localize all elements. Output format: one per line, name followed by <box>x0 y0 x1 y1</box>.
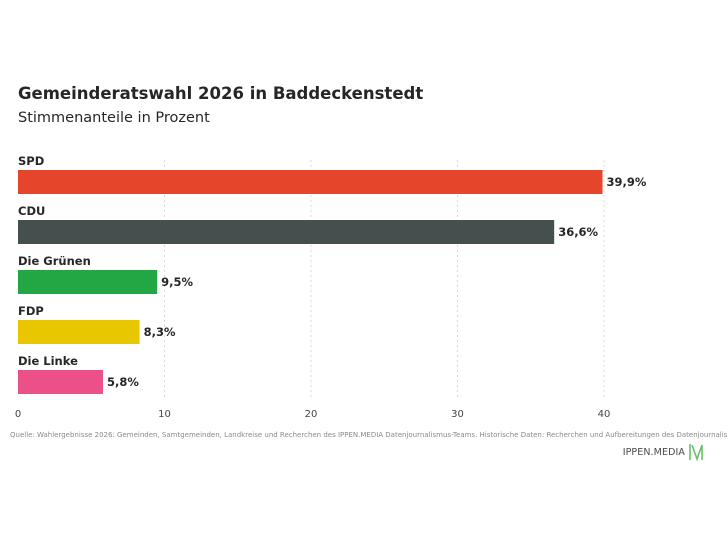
bar-chart: 0 10 20 30 40 SPD 39,9% CDU 36,6% Die Grünen 9,5% F… <box>15 154 647 420</box>
category-label: Die Linke <box>18 354 78 368</box>
brand-logo: IPPEN.MEDIA <box>623 442 706 462</box>
bar <box>18 170 603 194</box>
x-tick-label: 0 <box>15 409 21 420</box>
bar <box>18 320 140 344</box>
chart-subtitle: Stimmenanteile in Prozent <box>18 110 210 126</box>
brand-name: IPPEN.MEDIA <box>622 446 685 458</box>
bar <box>18 370 103 394</box>
category-label: CDU <box>18 204 45 218</box>
x-tick-label: 20 <box>305 409 318 420</box>
chart-title: Gemeinderatswahl 2026 in Baddeckenstedt <box>18 84 424 103</box>
x-tick-label: 10 <box>158 409 171 420</box>
value-label: 9,5% <box>161 275 193 289</box>
ippen-media-m-logo-icon <box>689 444 703 462</box>
category-label: SPD <box>18 154 44 168</box>
value-label: 8,3% <box>144 325 176 339</box>
value-label: 39,9% <box>607 175 647 189</box>
x-tick-label: 40 <box>598 409 611 420</box>
bar <box>18 220 555 244</box>
value-label: 36,6% <box>558 225 598 239</box>
x-tick-label: 30 <box>451 409 464 420</box>
category-label: Die Grünen <box>18 254 91 268</box>
category-label: FDP <box>18 304 44 318</box>
source-note: Quelle: Wahlergebnisse 2026: Gemeinden, … <box>10 431 728 439</box>
bar <box>18 270 158 294</box>
value-label: 5,8% <box>107 375 139 389</box>
